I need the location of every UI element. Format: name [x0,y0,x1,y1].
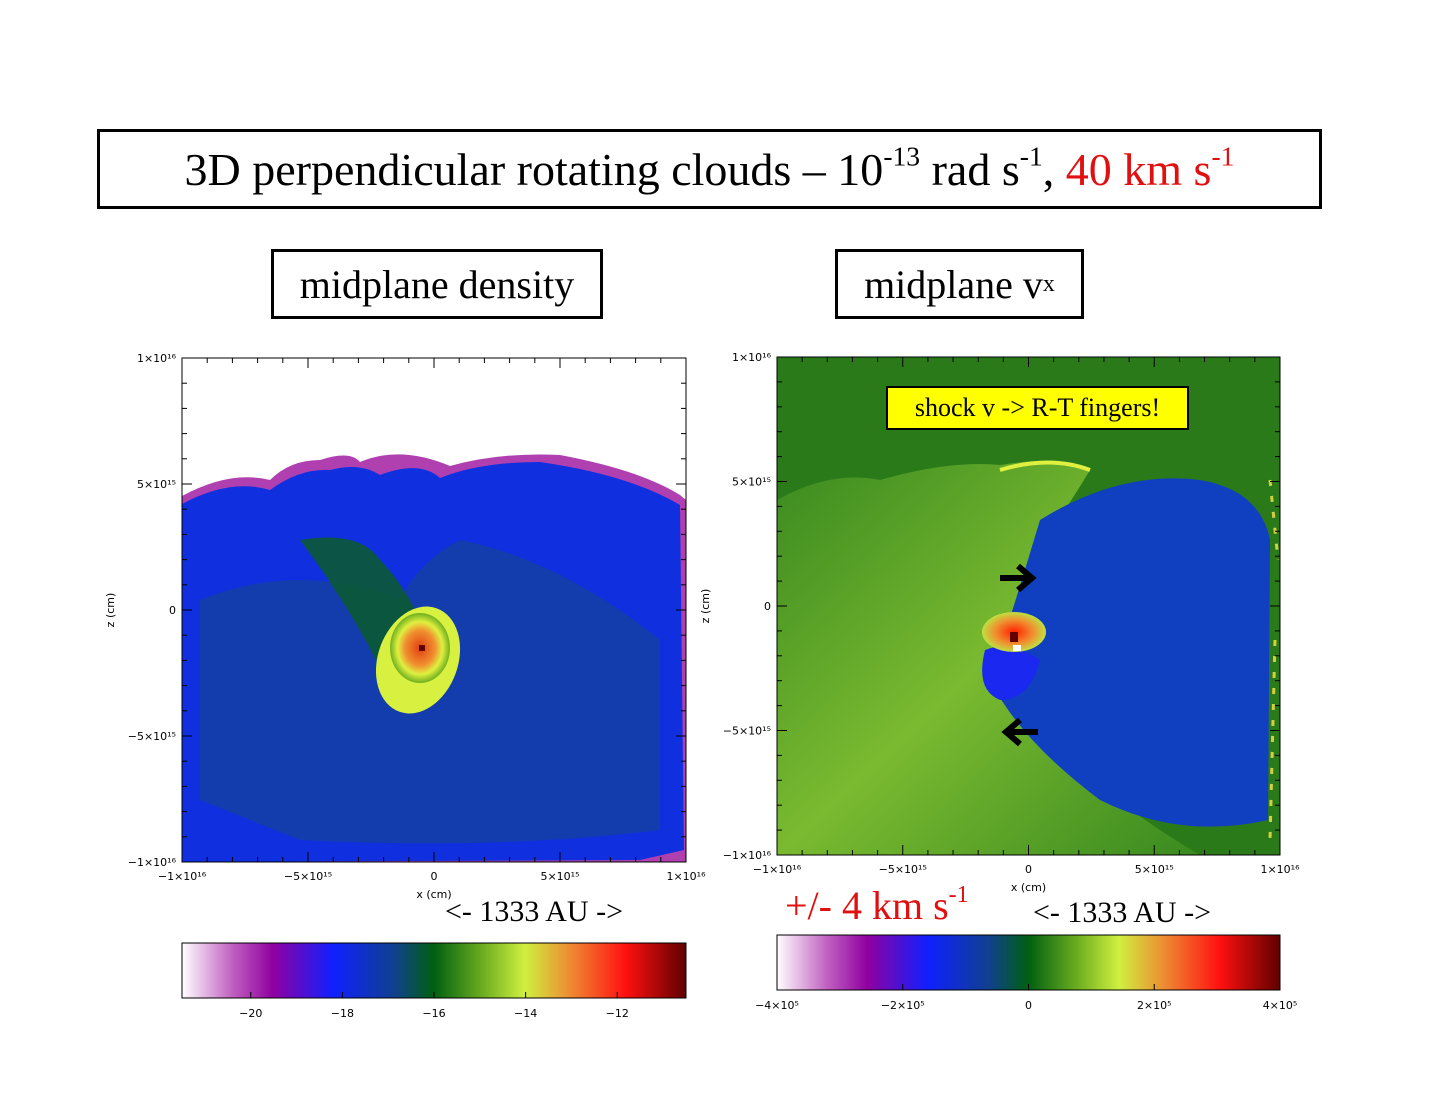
y-tick-label: 0 [169,604,176,617]
title-exponent: -1 [1211,140,1235,172]
x-tick-label: 5×10¹⁵ [540,870,579,883]
colorbar-tick-label: −12 [606,1007,629,1020]
title-text: 3D perpendicular rotating clouds – 10 [184,143,884,195]
arrow-right-icon [1000,563,1037,593]
y-axis-label: z (cm) [699,589,712,624]
x-tick-label: 0 [431,870,438,883]
colorbar-tick-label: −20 [239,1007,262,1020]
label-text: midplane v [864,261,1043,307]
scale-label-right: <- 1333 AU -> [1033,896,1211,929]
x-axis-label: x (cm) [1011,881,1046,894]
vx-blue-inner [982,646,1040,700]
colorbar-tick-label: 4×10⁵ [1263,999,1298,1012]
shock-front [999,460,1091,472]
vx-blue-region [990,478,1270,827]
slide-title: 3D perpendicular rotating clouds – 10-13… [97,129,1322,209]
colorbar-tick-label: 2×10⁵ [1137,999,1172,1012]
x-tick-label: −5×10¹⁵ [284,870,332,883]
x-tick-label: 0 [1025,863,1032,876]
colorbar-tick-label: −16 [422,1007,445,1020]
colorbar-tick-label: −4×10⁵ [755,999,799,1012]
x-tick-label: 1×10¹⁶ [1260,863,1300,876]
colorbar-tick-label: −18 [331,1007,354,1020]
density-map [181,357,687,863]
colorbar-tick-label: −14 [514,1007,537,1020]
scale-label-left: <- 1333 AU -> [445,895,623,928]
y-tick-label: 0 [764,600,771,613]
title-exponent: -1 [1019,140,1043,172]
vx-core-peak [1010,632,1018,642]
axes-layer: −1×10¹⁶ −5×10¹⁵ 0 5×10¹⁵ 1×10¹⁶ −1×10¹⁶ −5×10¹… [104,351,1300,1020]
y-tick-label: −5×10¹⁵ [128,730,176,743]
vx-colorbar [776,934,1281,991]
x-axis-label: x (cm) [416,888,451,901]
x-tick-label: −5×10¹⁵ [879,863,927,876]
title-text: , [1042,143,1066,195]
y-tick-label: −5×10¹⁵ [723,725,771,738]
y-tick-label: 5×10¹⁵ [137,478,176,491]
panel-label-density: midplane density [271,249,603,319]
velocity-range-label: +/- 4 km s-1 [785,882,969,928]
x-tick-label: −1×10¹⁶ [158,870,207,883]
y-tick-label: 5×10¹⁵ [732,476,771,489]
arrow-left-icon [1001,717,1038,747]
vx-core-white [1013,645,1021,651]
y-tick-label: 1×10¹⁶ [732,351,772,364]
y-tick-label: 1×10¹⁶ [137,352,177,365]
colorbar-tick-label: −2×10⁵ [881,999,925,1012]
x-tick-label: 1×10¹⁶ [666,870,706,883]
title-velocity: 40 km s [1065,143,1212,195]
shock-annotation: shock v -> R-T fingers! [886,386,1189,430]
x-tick-label: −1×10¹⁶ [753,863,802,876]
title-text: rad s [920,143,1020,195]
vx-map [776,356,1281,856]
core-peak [419,645,425,651]
rt-fingers [1268,479,1280,841]
colorbar-tick-label: 0 [1025,999,1032,1012]
x-tick-label: 5×10¹⁵ [1135,863,1174,876]
density-colorbar [181,942,687,999]
title-exponent: -13 [883,140,921,172]
y-axis-label: z (cm) [104,593,117,628]
y-tick-label: −1×10¹⁶ [723,849,772,862]
y-tick-label: −1×10¹⁶ [128,856,177,869]
